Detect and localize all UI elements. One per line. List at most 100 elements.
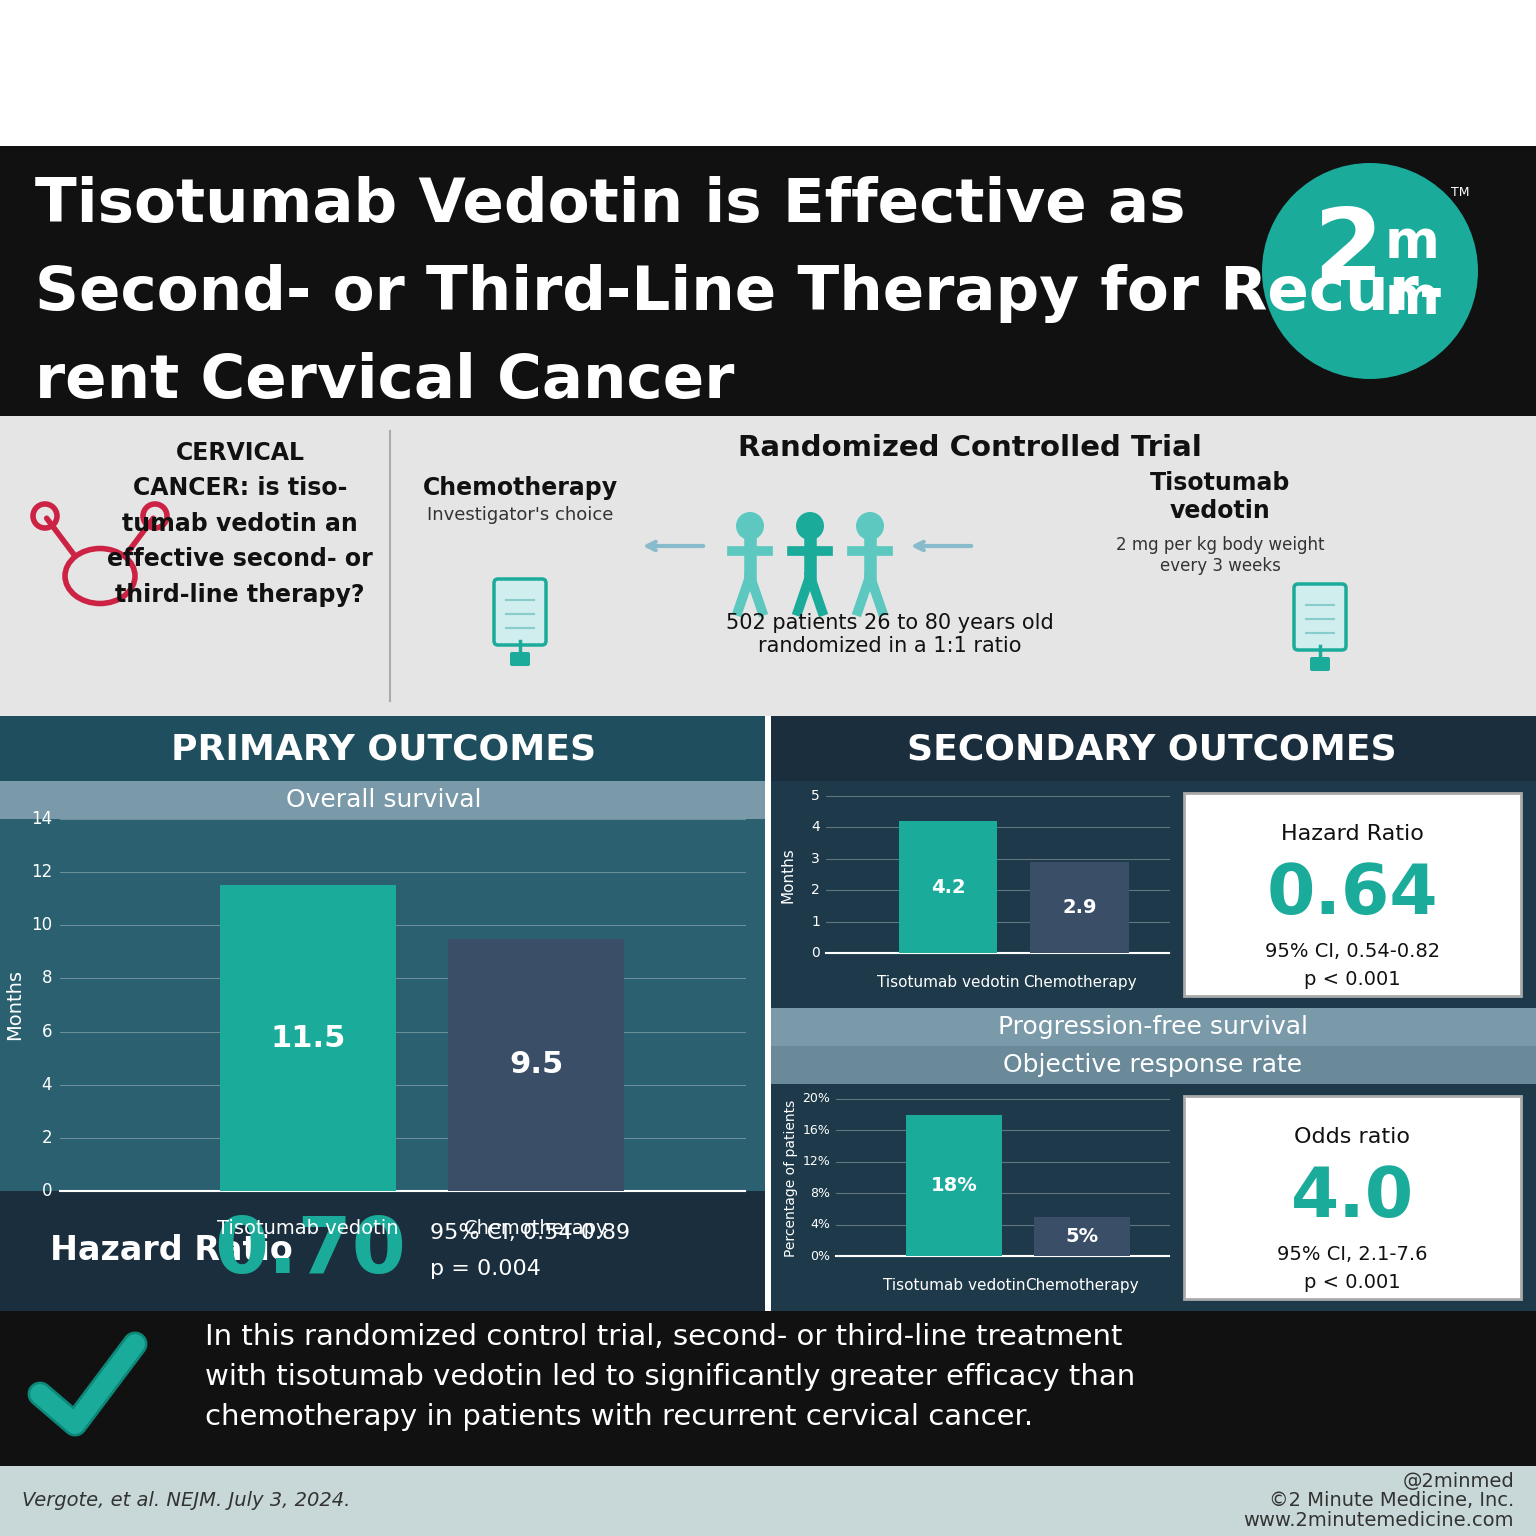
Text: Hazard Ratio: Hazard Ratio (1281, 823, 1424, 843)
Bar (771, 1008, 1536, 1046)
Text: m: m (1384, 273, 1439, 326)
Bar (899, 822, 997, 952)
Text: ©2 Minute Medicine, Inc.: ©2 Minute Medicine, Inc. (1269, 1491, 1514, 1510)
Bar (0, 146, 1536, 416)
Text: Months: Months (6, 969, 25, 1040)
Text: 5%: 5% (1066, 1227, 1098, 1246)
Bar (771, 716, 1536, 780)
FancyBboxPatch shape (495, 579, 545, 645)
Text: www.2minutemedicine.com: www.2minutemedicine.com (1244, 1511, 1514, 1530)
Text: 2: 2 (41, 1129, 52, 1147)
Circle shape (856, 511, 885, 541)
Bar (906, 1115, 1003, 1256)
Bar (0, 780, 765, 1312)
Text: 10: 10 (31, 917, 52, 934)
Text: Progression-free survival: Progression-free survival (998, 1015, 1309, 1038)
Text: p < 0.001: p < 0.001 (1304, 1273, 1401, 1292)
Text: CERVICAL
CANCER: is tiso-
tumab vedotin an
effective second- or
third-line thera: CERVICAL CANCER: is tiso- tumab vedotin … (108, 441, 373, 607)
Text: 2 mg per kg body weight
every 3 weeks: 2 mg per kg body weight every 3 weeks (1115, 536, 1324, 574)
Text: Randomized Controlled Trial: Randomized Controlled Trial (739, 435, 1203, 462)
Text: 6: 6 (41, 1023, 52, 1040)
Text: 4%: 4% (809, 1218, 829, 1230)
Text: 2: 2 (811, 883, 820, 897)
Text: m: m (1384, 217, 1439, 269)
Text: Tisotumab
vedotin: Tisotumab vedotin (1150, 472, 1290, 522)
Text: 0.64: 0.64 (1267, 862, 1438, 928)
Bar (1031, 862, 1129, 952)
Bar (1184, 1097, 1521, 1299)
Circle shape (796, 511, 823, 541)
Text: Chemotherapy: Chemotherapy (422, 476, 617, 501)
Bar (0, 780, 765, 819)
Bar (1034, 1217, 1130, 1256)
Text: 11.5: 11.5 (270, 1023, 346, 1052)
Text: Chemotherapy: Chemotherapy (1023, 975, 1137, 991)
Text: p < 0.001: p < 0.001 (1304, 971, 1401, 989)
Text: 5: 5 (811, 790, 820, 803)
Text: Vergote, et al. NEJM. July 3, 2024.: Vergote, et al. NEJM. July 3, 2024. (22, 1491, 350, 1510)
Text: 2.9: 2.9 (1063, 899, 1097, 917)
Bar (771, 780, 1536, 1312)
Text: 12%: 12% (802, 1155, 829, 1169)
Bar (771, 1046, 1536, 1084)
Text: 3: 3 (811, 852, 820, 866)
Text: 9.5: 9.5 (508, 1051, 564, 1080)
Text: SECONDARY OUTCOMES: SECONDARY OUTCOMES (908, 733, 1396, 766)
Text: 95% CI, 2.1-7.6: 95% CI, 2.1-7.6 (1276, 1244, 1427, 1264)
FancyBboxPatch shape (1293, 584, 1346, 650)
Text: Tisotumab vedotin: Tisotumab vedotin (217, 1220, 398, 1238)
Text: 0.70: 0.70 (214, 1213, 406, 1289)
Text: 8: 8 (41, 969, 52, 988)
Text: PRIMARY OUTCOMES: PRIMARY OUTCOMES (172, 733, 596, 766)
Bar (0, 1190, 765, 1312)
Text: 18%: 18% (931, 1177, 978, 1195)
Text: 14: 14 (31, 809, 52, 828)
Bar (0, 101, 1536, 146)
Bar (1184, 793, 1521, 995)
Text: TM: TM (1450, 186, 1470, 200)
Text: Second- or Third-Line Therapy for Recur-: Second- or Third-Line Therapy for Recur- (35, 264, 1444, 323)
Text: 12: 12 (31, 863, 52, 882)
Text: Overall survival: Overall survival (286, 788, 482, 813)
Text: 2: 2 (1313, 204, 1382, 301)
Bar (0, 416, 1536, 716)
Text: Hazard Ratio: Hazard Ratio (51, 1235, 293, 1267)
Text: 8%: 8% (809, 1187, 829, 1200)
Text: Objective response rate: Objective response rate (1003, 1054, 1303, 1077)
Text: 0: 0 (41, 1183, 52, 1200)
Text: 20%: 20% (802, 1092, 829, 1106)
Text: Tisotumab vedotin: Tisotumab vedotin (883, 1278, 1026, 1293)
Text: Chemotherapy: Chemotherapy (464, 1220, 608, 1238)
Text: Months: Months (780, 848, 796, 903)
Text: Chemotherapy: Chemotherapy (1026, 1278, 1140, 1293)
Text: 95% CI, 0.54-0.82: 95% CI, 0.54-0.82 (1264, 942, 1439, 962)
Text: Tisotumab Vedotin is Effective as: Tisotumab Vedotin is Effective as (35, 177, 1186, 235)
Text: 1: 1 (811, 914, 820, 929)
FancyBboxPatch shape (510, 651, 530, 667)
Text: @2minmed: @2minmed (1402, 1471, 1514, 1490)
Text: 16%: 16% (802, 1124, 829, 1137)
Text: In this randomized control trial, second- or third-line treatment
with tisotumab: In this randomized control trial, second… (204, 1322, 1135, 1432)
Text: 4: 4 (811, 820, 820, 834)
Text: 95% CI, 0.54-0.89: 95% CI, 0.54-0.89 (430, 1223, 630, 1243)
Text: 0: 0 (811, 946, 820, 960)
Text: Odds ratio: Odds ratio (1295, 1126, 1410, 1146)
Text: 4.2: 4.2 (931, 877, 965, 897)
Circle shape (736, 511, 763, 541)
Bar (0, 716, 765, 780)
Bar (0, 1465, 1536, 1536)
Bar (0, 1312, 1536, 1465)
Text: Percentage of patients: Percentage of patients (783, 1100, 799, 1256)
Text: p = 0.004: p = 0.004 (430, 1260, 541, 1279)
Text: 502 patients 26 to 80 years old
randomized in a 1:1 ratio: 502 patients 26 to 80 years old randomiz… (727, 613, 1054, 656)
Bar (220, 885, 396, 1190)
FancyBboxPatch shape (1310, 657, 1330, 671)
Bar (449, 938, 624, 1190)
Text: 0%: 0% (809, 1249, 829, 1263)
Text: Investigator's choice: Investigator's choice (427, 505, 613, 524)
Text: Tisotumab vedotin: Tisotumab vedotin (877, 975, 1020, 991)
Text: rent Cervical Cancer: rent Cervical Cancer (35, 352, 734, 412)
Text: 4: 4 (41, 1075, 52, 1094)
Text: 4.0: 4.0 (1290, 1164, 1415, 1230)
Circle shape (1263, 163, 1478, 379)
